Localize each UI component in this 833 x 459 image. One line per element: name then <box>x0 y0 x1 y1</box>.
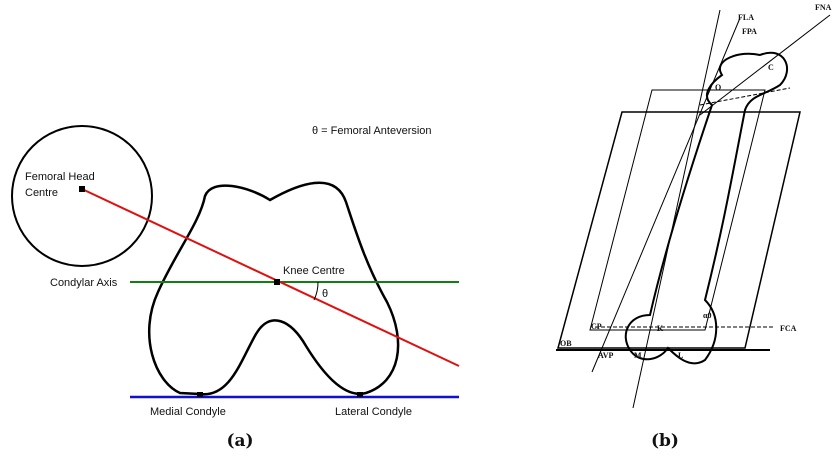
neck-line <box>700 88 790 105</box>
head-label: Centre <box>25 187 58 199</box>
label: FLA <box>738 13 754 22</box>
panel-b <box>556 10 830 408</box>
label: AVP <box>598 351 614 360</box>
label: CP <box>591 322 602 331</box>
axis-line <box>592 18 740 372</box>
medial-label: Medial Condyle <box>150 406 226 418</box>
anteversion-line <box>82 189 459 366</box>
legend: θ = Femoral Anteversion <box>312 125 432 137</box>
knee-centre-marker <box>274 279 280 285</box>
caption: (a) <box>226 431 253 451</box>
caption: (b) <box>651 431 679 451</box>
label: FNA <box>815 3 832 12</box>
label: M <box>634 351 642 360</box>
axis-label: Condylar Axis <box>50 277 118 289</box>
label: K <box>657 324 664 333</box>
medial-marker <box>197 392 203 397</box>
label: OB <box>560 339 572 348</box>
label: O <box>715 83 721 92</box>
label: FPA <box>742 27 757 36</box>
panel-b-labels: FLA FPA FNA C O CP OB AVP M K L FCA α0 (… <box>560 3 832 451</box>
label: L <box>678 351 683 360</box>
label: C <box>768 63 774 72</box>
label: α0 <box>703 311 711 320</box>
angle-label: θ <box>322 288 328 300</box>
label: FCA <box>780 324 797 333</box>
head-label: Femoral Head <box>25 171 95 183</box>
figure: θ = Femoral Anteversion Femoral Head Cen… <box>0 0 833 459</box>
lateral-label: Lateral Condyle <box>335 406 412 418</box>
head-centre-marker <box>79 186 85 192</box>
knee-outline <box>149 183 398 395</box>
lateral-marker <box>357 392 363 397</box>
knee-label: Knee Centre <box>283 265 345 277</box>
panel-a: θ = Femoral Anteversion Femoral Head Cen… <box>12 125 459 451</box>
axis-line <box>700 15 830 115</box>
